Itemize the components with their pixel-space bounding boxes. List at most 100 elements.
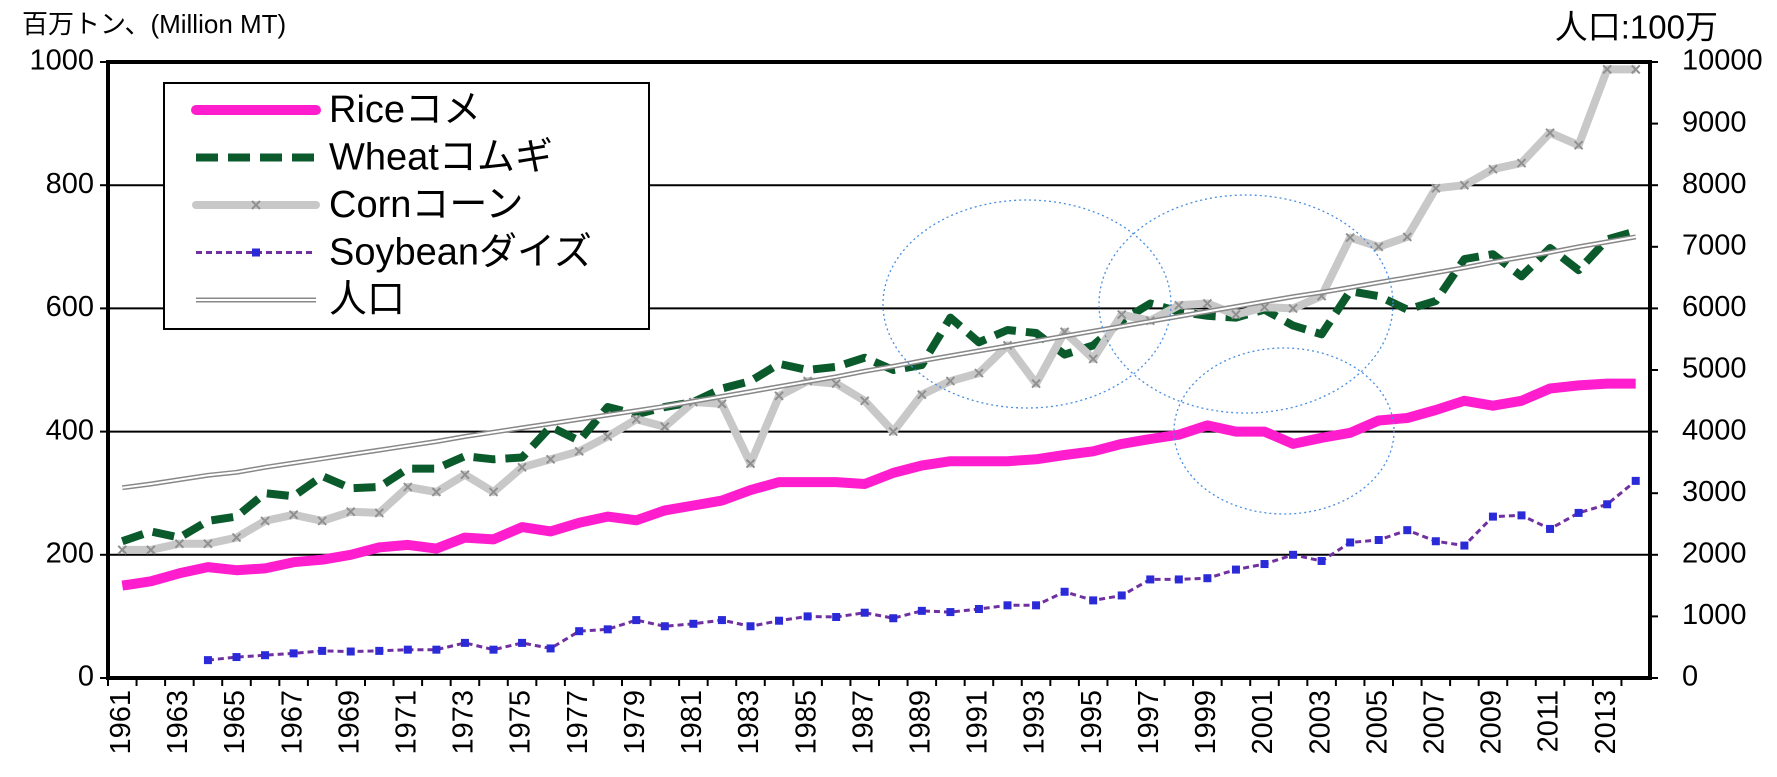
marker xyxy=(832,613,841,622)
series-line xyxy=(122,65,1636,554)
legend-label: 人口 xyxy=(329,279,405,321)
marker xyxy=(775,616,784,625)
marker xyxy=(232,653,241,662)
y2-tick-label: 2000 xyxy=(1682,537,1747,569)
x-tick-label: 1985 xyxy=(790,690,822,755)
marker xyxy=(518,638,527,647)
y2-tick-label: 4000 xyxy=(1682,414,1747,446)
marker xyxy=(1202,298,1213,309)
marker xyxy=(489,645,498,654)
y2-tick-label: 6000 xyxy=(1682,291,1747,323)
marker xyxy=(1631,476,1640,485)
marker xyxy=(603,431,613,442)
marker xyxy=(1431,183,1441,193)
marker xyxy=(1003,601,1012,610)
marker xyxy=(1146,575,1155,584)
legend-label: Soybeanダイズ xyxy=(329,232,592,274)
marker xyxy=(803,612,812,621)
marker xyxy=(631,414,641,424)
marker xyxy=(231,532,242,543)
marker xyxy=(717,616,726,625)
marker xyxy=(432,645,441,654)
x-tick-label: 2003 xyxy=(1304,690,1336,755)
marker xyxy=(1345,232,1355,243)
x-tick-label: 1983 xyxy=(733,690,765,755)
y-tick-label: 1000 xyxy=(29,45,94,77)
marker xyxy=(1031,378,1041,389)
x-tick-label: 1965 xyxy=(219,690,251,755)
y2-tick-label: 1000 xyxy=(1682,599,1747,631)
x-tick-label: 2009 xyxy=(1476,690,1508,755)
marker xyxy=(1317,556,1326,565)
marker xyxy=(660,421,670,432)
y2-axis-label: 人口:100万 xyxy=(1555,9,1718,46)
marker xyxy=(889,614,898,623)
marker xyxy=(517,462,527,473)
x-tick-label: 1989 xyxy=(904,690,936,755)
marker xyxy=(431,487,442,497)
marker xyxy=(945,376,956,386)
marker xyxy=(1603,500,1612,509)
marker xyxy=(545,454,556,465)
x-tick-label: 1979 xyxy=(619,690,651,755)
legend-label: Cornコーン xyxy=(329,184,523,226)
y2-tick-label: 8000 xyxy=(1682,168,1747,200)
marker xyxy=(1203,574,1212,583)
marker xyxy=(717,399,727,409)
marker xyxy=(374,508,384,518)
y2-tick-label: 9000 xyxy=(1682,106,1747,138)
y-tick-label: 600 xyxy=(46,291,94,323)
marker xyxy=(974,605,983,614)
marker xyxy=(974,368,984,378)
marker xyxy=(1374,242,1384,252)
marker xyxy=(289,649,298,658)
marker xyxy=(288,510,299,520)
marker xyxy=(660,622,669,631)
marker xyxy=(831,378,841,389)
marker xyxy=(917,606,926,615)
marker xyxy=(403,482,413,492)
marker xyxy=(575,627,584,636)
marker xyxy=(1117,309,1127,320)
marker xyxy=(1631,64,1641,75)
marker xyxy=(403,645,412,654)
series-line xyxy=(207,479,1637,662)
y-tick-label: 0 xyxy=(78,661,94,693)
marker xyxy=(1060,587,1069,596)
y2-tick-label: 3000 xyxy=(1682,476,1747,508)
marker xyxy=(689,619,698,628)
marker xyxy=(1032,601,1041,610)
marker xyxy=(1460,541,1469,550)
marker xyxy=(261,651,270,660)
x-tick-label: 1999 xyxy=(1190,690,1222,755)
marker xyxy=(1088,354,1098,364)
marker xyxy=(488,487,499,497)
marker xyxy=(1459,180,1470,190)
marker xyxy=(318,646,327,655)
marker xyxy=(146,545,156,555)
x-tick-label: 1997 xyxy=(1133,690,1165,755)
marker xyxy=(260,516,270,526)
x-tick-label: 2007 xyxy=(1418,690,1450,755)
marker xyxy=(1231,565,1240,574)
legend-label: Wheatコムギ xyxy=(329,137,553,179)
marker xyxy=(574,446,584,457)
marker xyxy=(1516,158,1527,168)
marker xyxy=(1402,232,1412,242)
marker xyxy=(1573,140,1584,150)
y2-tick-label: 10000 xyxy=(1682,45,1763,77)
marker xyxy=(1602,64,1612,75)
marker xyxy=(746,622,755,631)
x-tick-label: 1981 xyxy=(676,690,708,755)
marker xyxy=(1174,300,1184,311)
y-tick-label: 800 xyxy=(46,168,94,200)
x-tick-label: 1967 xyxy=(276,690,308,755)
marker xyxy=(1488,512,1497,521)
x-tick-label: 1971 xyxy=(390,690,422,755)
marker xyxy=(203,656,212,665)
x-tick-label: 1961 xyxy=(105,690,137,755)
marker xyxy=(774,391,784,401)
marker xyxy=(117,545,127,555)
legend-label: Riceコメ xyxy=(329,89,481,131)
legend-marker xyxy=(252,248,260,257)
